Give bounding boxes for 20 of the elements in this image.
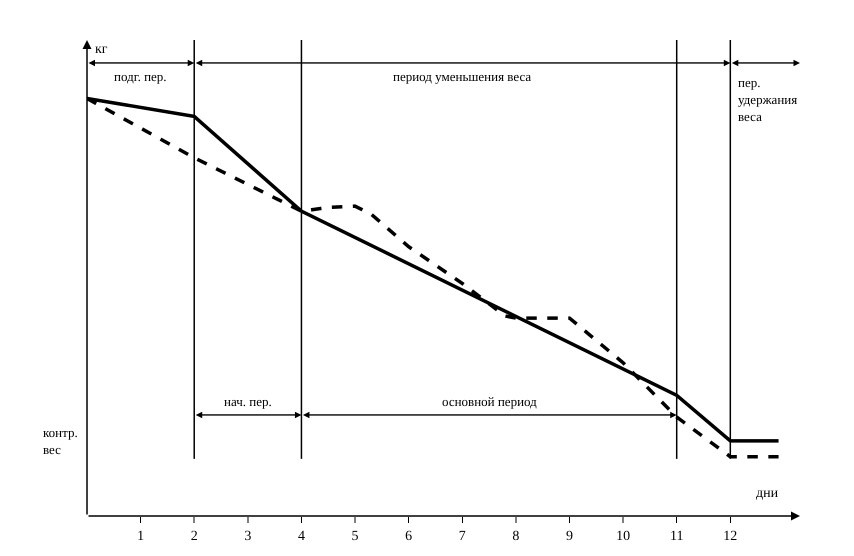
x-tick-label: 10 xyxy=(616,528,630,544)
x-tick-label: 9 xyxy=(566,528,573,544)
x-tick-label: 3 xyxy=(244,528,252,544)
x-tick-label: 6 xyxy=(405,528,412,544)
annotation: нач. пер. xyxy=(224,394,272,409)
text: период уменьшения веса xyxy=(393,69,532,84)
text: контр. вес xyxy=(43,425,78,457)
x-tick-label: 12 xyxy=(723,528,738,544)
annotation: пер. удержания веса xyxy=(738,75,798,124)
x-tick-label: 5 xyxy=(352,528,359,544)
x-axis-title: дни xyxy=(756,486,779,501)
annotation: основной период xyxy=(442,394,538,409)
text: подг. пер. xyxy=(114,69,167,84)
x-tick-label: 11 xyxy=(670,528,684,544)
y-axis-title: кг xyxy=(95,42,108,57)
x-tick-label: 2 xyxy=(190,528,198,544)
x-tick-label: 8 xyxy=(512,528,520,544)
x-tick-label: 4 xyxy=(298,528,305,544)
x-tick-label: 7 xyxy=(458,528,466,544)
x-tick-label: 1 xyxy=(137,528,144,544)
